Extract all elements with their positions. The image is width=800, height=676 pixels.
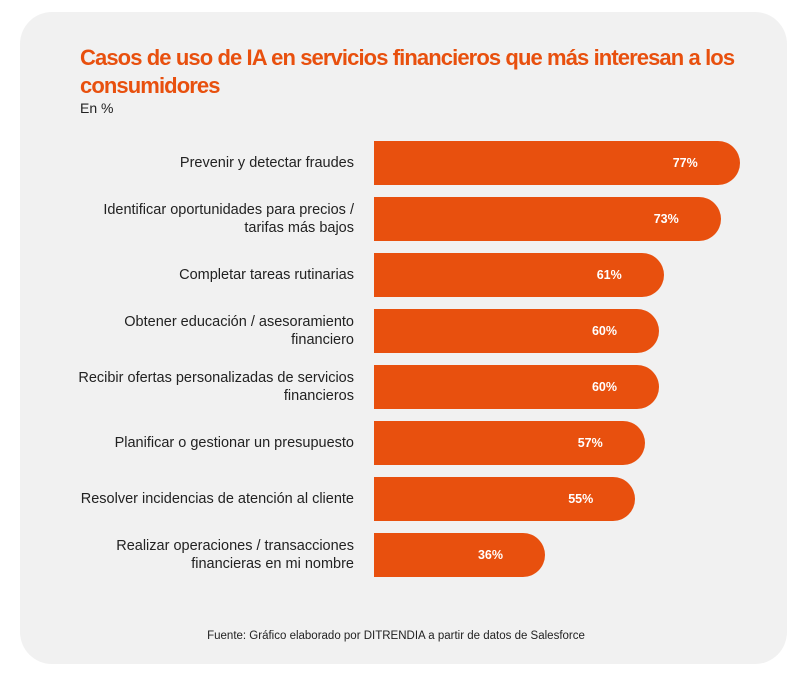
source-note: Fuente: Gráfico elaborado por DITRENDIA … <box>207 630 585 642</box>
bar: 36% <box>374 533 545 577</box>
bar: 60% <box>374 309 659 353</box>
value-label: 57% <box>577 436 603 450</box>
category-label: Recibir ofertas personalizadas de servic… <box>78 370 354 404</box>
bar: 60% <box>374 365 659 409</box>
category-label: Obtener educación / asesoramiento financ… <box>124 314 354 348</box>
value-label: 60% <box>591 380 617 394</box>
bar: 61% <box>374 253 664 297</box>
value-label: 61% <box>596 268 622 282</box>
category-label: Realizar operaciones / transacciones fin… <box>116 538 354 572</box>
category-label: Planificar o gestionar un presupuesto <box>114 435 354 451</box>
bar: 73% <box>374 197 721 241</box>
chart-subtitle: En % <box>80 100 114 116</box>
value-label: 60% <box>591 324 617 338</box>
value-label: 77% <box>672 156 698 170</box>
category-label: Prevenir y detectar fraudes <box>179 155 354 171</box>
category-label: Completar tareas rutinarias <box>179 267 354 283</box>
value-label: 73% <box>653 212 679 226</box>
bar: 55% <box>374 477 636 521</box>
bar: 57% <box>374 421 645 465</box>
value-label: 55% <box>568 492 594 506</box>
value-label: 36% <box>477 548 503 562</box>
bar: 77% <box>374 141 740 185</box>
category-label: Identificar oportunidades para precios /… <box>103 202 354 236</box>
category-label: Resolver incidencias de atención al clie… <box>80 491 354 507</box>
chart-title: Casos de uso de IA en servicios financie… <box>80 45 735 98</box>
